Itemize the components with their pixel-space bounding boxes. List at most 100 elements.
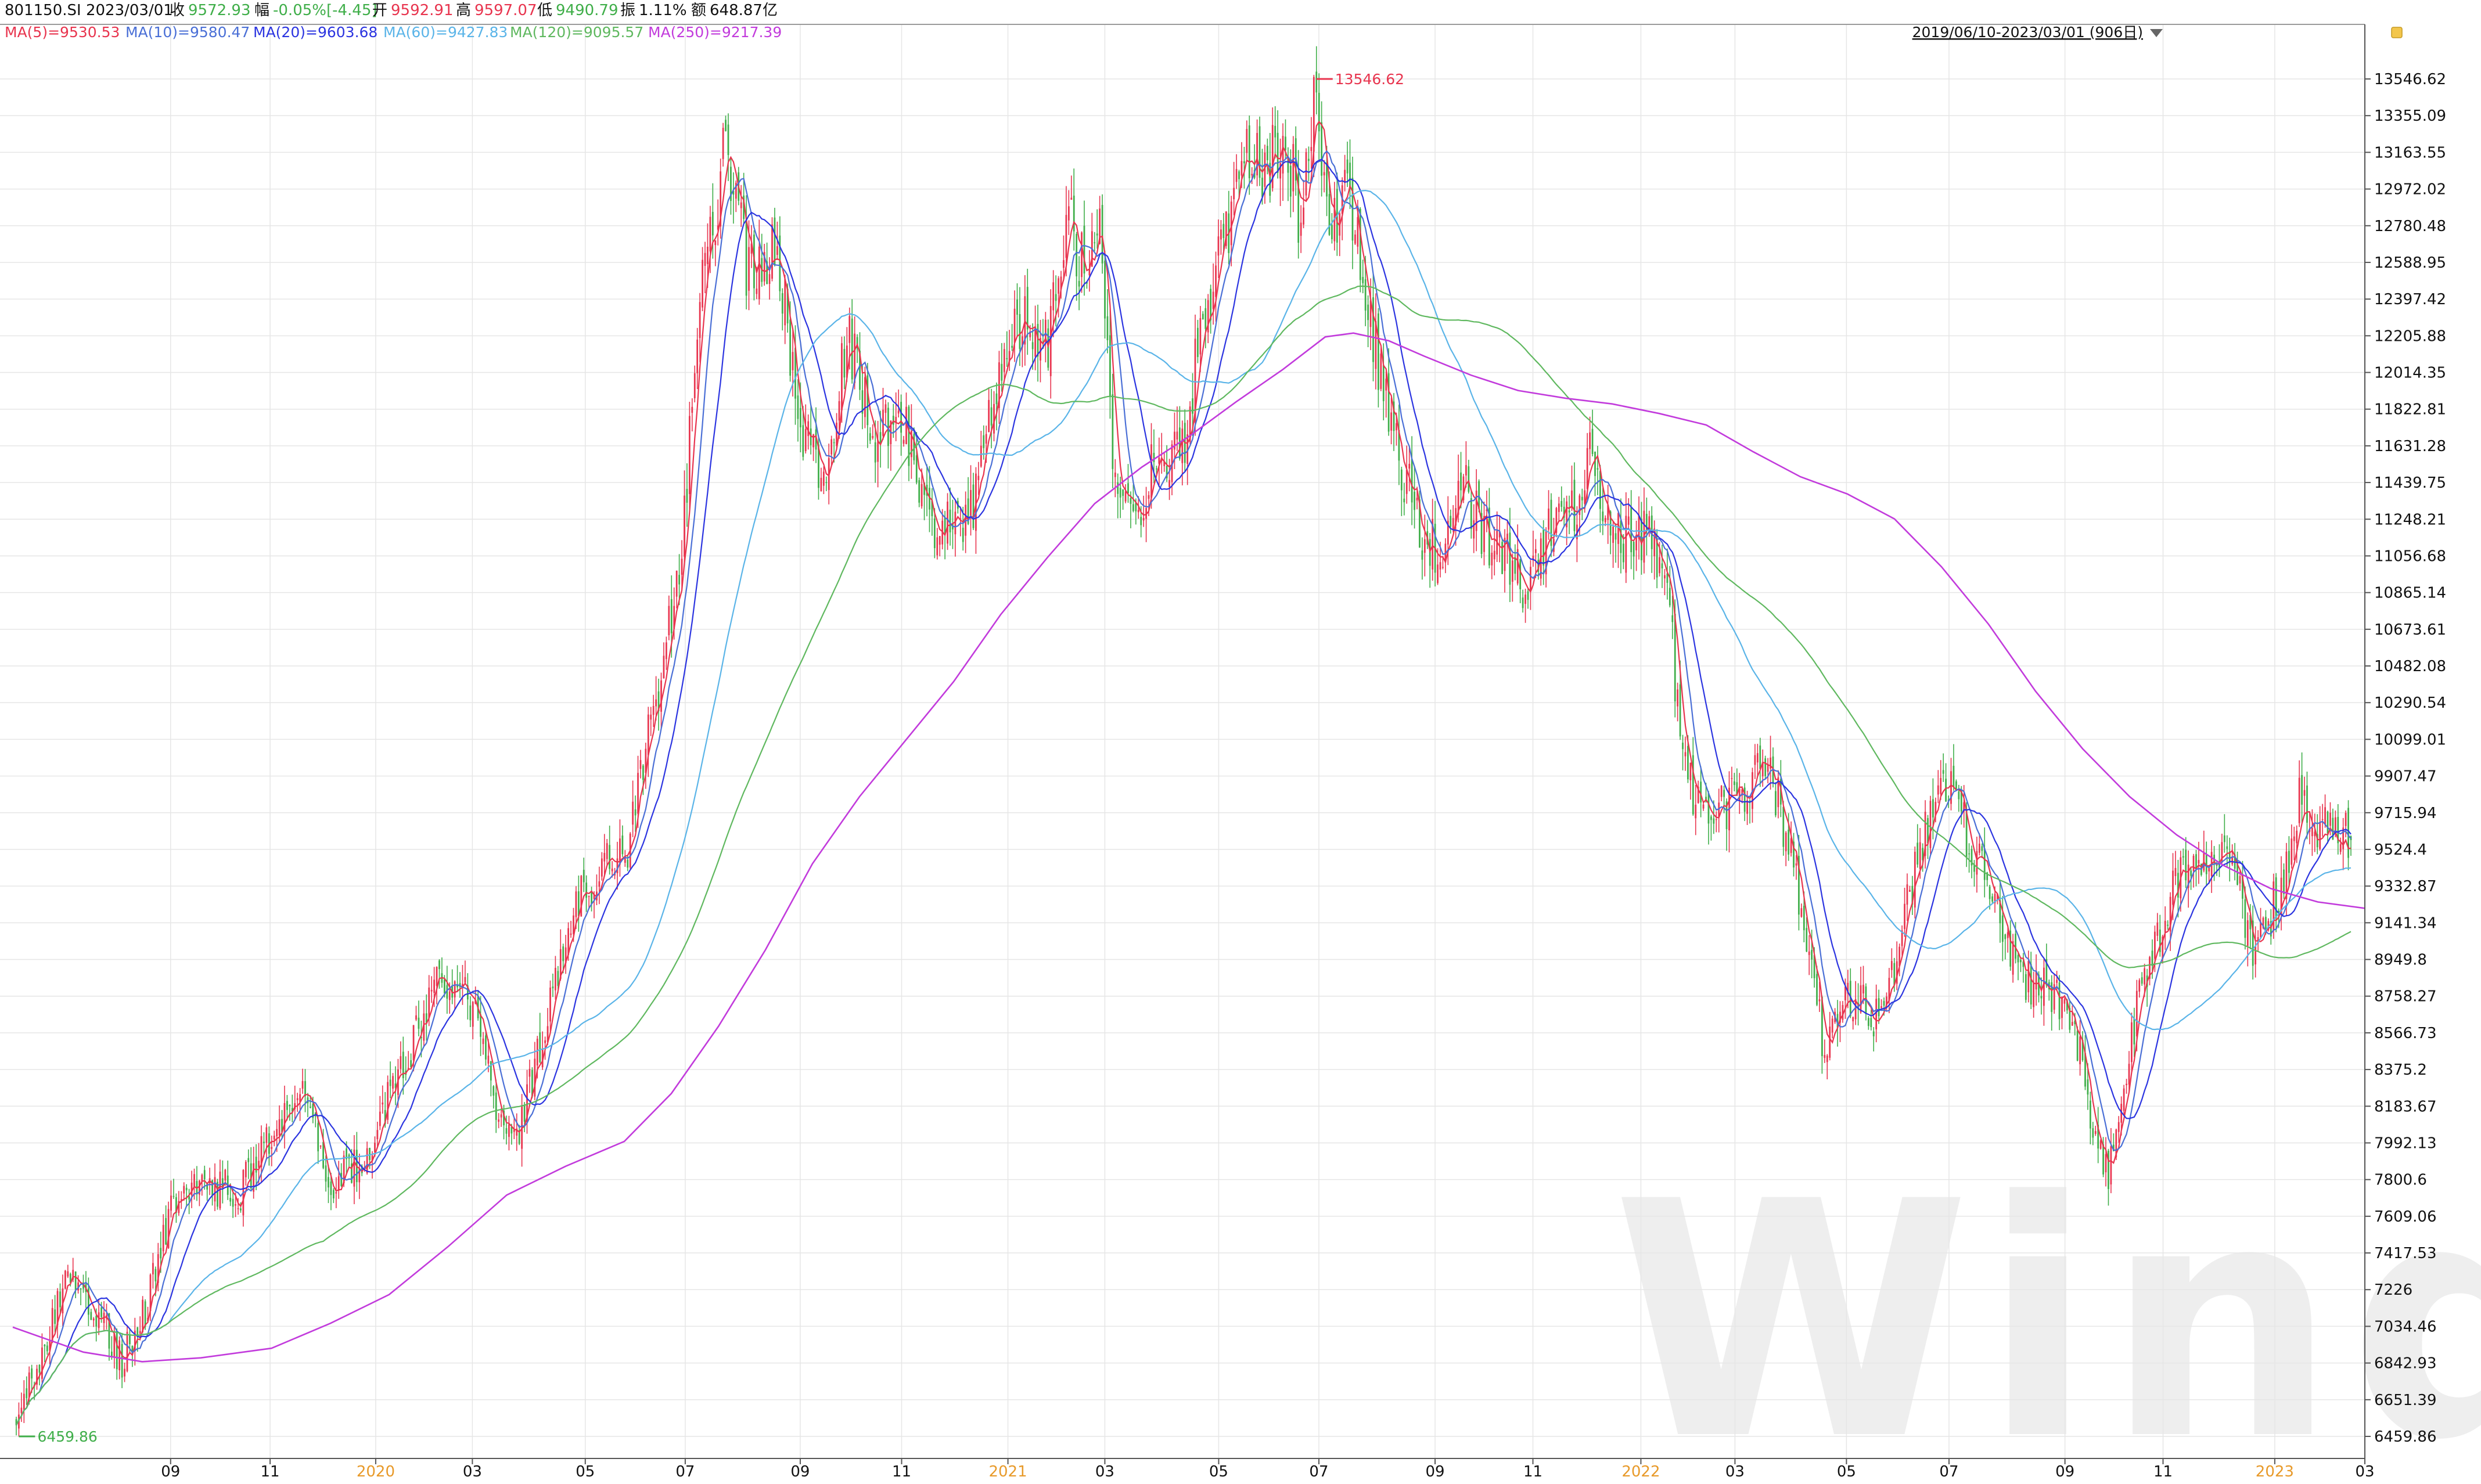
candle-body (995, 393, 998, 405)
candle (2339, 837, 2342, 855)
legend-ma20: MA(20)=9603.68 (253, 24, 377, 41)
candle (1826, 1054, 1828, 1080)
candle-body (1968, 853, 1970, 855)
candle-body (2154, 931, 2156, 959)
candle (1344, 154, 1346, 192)
candle (1904, 888, 1905, 937)
candle-body (766, 261, 768, 284)
candle (1633, 540, 1635, 580)
candle-body (454, 981, 456, 997)
candle-body (430, 989, 433, 992)
candle-body (913, 434, 915, 460)
candle-body (448, 991, 451, 1000)
candle-body (864, 377, 866, 417)
candle (546, 1008, 549, 1045)
x-tick-label: 05 (1209, 1463, 1228, 1481)
candle (482, 1032, 484, 1055)
candle (609, 826, 611, 875)
candle-body (2177, 873, 2179, 898)
candle-body (72, 1270, 74, 1280)
candle (1800, 903, 1803, 918)
candle (2025, 971, 2027, 1003)
candle (1764, 755, 1767, 779)
candle (1785, 831, 1787, 866)
candle (1945, 763, 1947, 802)
candle (124, 1362, 125, 1382)
candle-body (2257, 937, 2259, 943)
candle-body (990, 407, 993, 426)
candle-body (2061, 997, 2063, 1018)
candle-body (456, 985, 458, 988)
candle-body (2195, 854, 2197, 869)
open-value: 9592.91 (391, 2, 454, 19)
candle (1738, 773, 1741, 814)
candle (322, 1129, 324, 1169)
candle-body (874, 442, 876, 463)
candle-body (232, 1198, 234, 1207)
candle (387, 1075, 389, 1124)
y-tick-label: 7226 (2374, 1281, 2412, 1299)
candle-body (420, 1037, 422, 1039)
candle (1310, 117, 1313, 169)
candle (2149, 956, 2151, 986)
candle (2009, 920, 2012, 971)
candle (1798, 835, 1800, 931)
candle (2275, 873, 2277, 932)
candle-body (1207, 300, 1209, 333)
date-range-label[interactable]: 2019/06/10-2023/03/01 (906日) (1912, 24, 2143, 41)
candle-body (1560, 500, 1563, 507)
candle (730, 158, 732, 215)
x-tick-label: 05 (576, 1463, 595, 1481)
candle (1607, 485, 1609, 544)
dropdown-triangle-icon[interactable] (2150, 29, 2163, 37)
candle (392, 1073, 394, 1097)
candle (748, 220, 750, 311)
candle (1303, 179, 1304, 229)
candle-body (2283, 869, 2285, 894)
candle-body (2185, 849, 2187, 881)
candle (273, 1130, 275, 1147)
candle-body (1148, 495, 1150, 499)
candle-body (2226, 846, 2228, 849)
candle-body (1011, 345, 1013, 348)
candle-body (322, 1141, 324, 1168)
candle-body (229, 1198, 232, 1202)
candle-body (2108, 1150, 2109, 1189)
candle-body (1450, 516, 1452, 527)
candle (970, 465, 972, 536)
candle (348, 1153, 350, 1167)
candle-body (1127, 483, 1129, 494)
candle-body (1246, 129, 1248, 153)
y-tick-label: 9332.87 (2374, 878, 2437, 895)
candle (988, 387, 990, 433)
candle (2321, 804, 2324, 837)
candle-body (221, 1178, 224, 1187)
candle (2097, 1107, 2099, 1164)
candle-body (237, 1208, 239, 1209)
candle-body (1522, 597, 1524, 608)
candle-body (371, 1155, 373, 1161)
candle-body (1661, 563, 1663, 568)
candle-body (1026, 287, 1029, 330)
candle (1086, 282, 1088, 289)
candle-body (1790, 838, 1792, 853)
lock-icon[interactable] (2391, 27, 2403, 38)
candle (668, 595, 670, 640)
candle-body (462, 984, 463, 987)
candle-body (1932, 799, 1934, 817)
candle (1754, 744, 1756, 779)
candle-body (1607, 505, 1609, 520)
candle (959, 506, 962, 536)
candle (1186, 420, 1189, 485)
candle-body (585, 883, 588, 898)
candle-body (869, 433, 871, 441)
candle-body (188, 1196, 190, 1200)
candle-body (1049, 306, 1052, 376)
candle (456, 965, 458, 992)
candle (299, 1087, 301, 1121)
candle-body (1671, 615, 1674, 622)
candle-body (1483, 516, 1485, 552)
date-range-selector[interactable]: 2019/06/10-2023/03/01 (906日) (1912, 24, 2403, 41)
candle (516, 1113, 518, 1151)
candle (1222, 212, 1225, 253)
